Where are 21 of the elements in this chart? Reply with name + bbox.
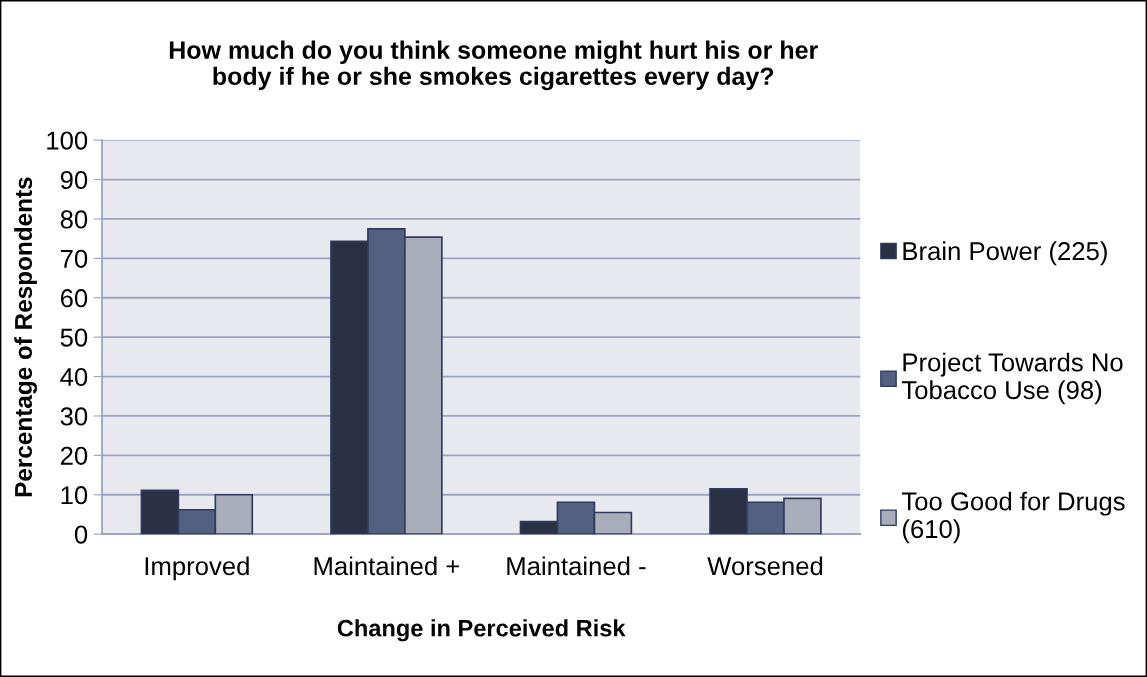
x-tick-label: Worsened <box>707 556 823 576</box>
y-tick-label: 0 <box>74 525 88 544</box>
legend-label: Too Good for Drugs (610) <box>901 491 1125 544</box>
x-tick-label: Maintained - <box>507 556 646 576</box>
legend-label: Brain Power (225) <box>903 241 1107 266</box>
y-tick-label: 40 <box>60 367 88 387</box>
chart-title: How much do you think someone might hurt his or her body if he or she smokes cigarettes every day? <box>169 40 818 91</box>
x-tick-label: Maintained + <box>314 556 460 576</box>
y-tick-label: 20 <box>60 446 88 465</box>
y-tick-label: 60 <box>60 289 88 308</box>
legend-label: Project Towards No Tobacco Use (98) <box>901 352 1123 405</box>
y-tick-label: 80 <box>60 210 88 229</box>
y-tick-label: 100 <box>47 131 88 150</box>
x-tick-label: Improved <box>145 556 249 581</box>
y-tick-label: 30 <box>60 407 88 426</box>
y-tick-label: 90 <box>60 170 88 190</box>
y-tick-label: 70 <box>60 249 88 268</box>
y-tick-label: 50 <box>60 328 88 347</box>
x-axis-title: Change in Perceived Risk <box>337 619 626 642</box>
y-axis-title: Percentage of Respondents <box>14 177 37 497</box>
y-tick-label: 10 <box>61 486 88 505</box>
